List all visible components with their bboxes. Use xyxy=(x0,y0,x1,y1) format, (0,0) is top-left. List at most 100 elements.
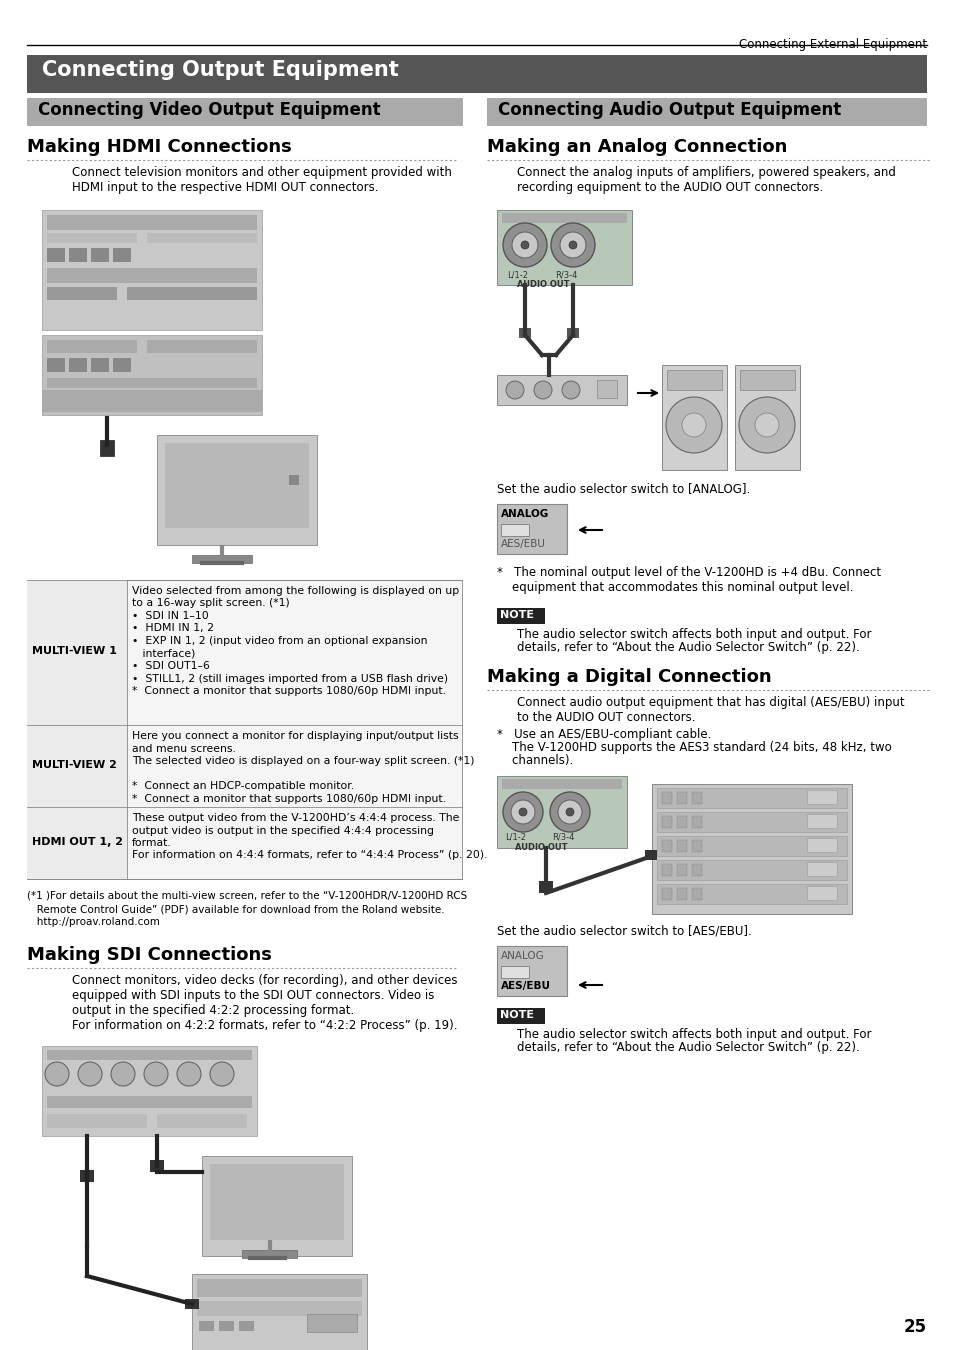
Text: The audio selector switch affects both input and output. For: The audio selector switch affects both i… xyxy=(517,1027,871,1041)
Bar xyxy=(691,888,701,900)
Circle shape xyxy=(111,1062,135,1085)
Bar xyxy=(192,555,252,563)
Bar xyxy=(806,886,836,900)
Text: channels).: channels). xyxy=(497,755,573,767)
Text: *  Connect an HDCP-compatible monitor.: * Connect an HDCP-compatible monitor. xyxy=(132,782,354,791)
Bar xyxy=(210,1164,344,1241)
Bar xyxy=(47,215,256,230)
Circle shape xyxy=(754,413,779,437)
Circle shape xyxy=(565,809,574,815)
Text: HDMI OUT 1, 2: HDMI OUT 1, 2 xyxy=(32,837,123,846)
Text: Connect monitors, video decks (for recording), and other devices
equipped with S: Connect monitors, video decks (for recor… xyxy=(71,973,457,1031)
Bar xyxy=(677,864,686,876)
Circle shape xyxy=(550,792,589,832)
Circle shape xyxy=(511,801,535,824)
Text: format.: format. xyxy=(132,838,172,848)
Circle shape xyxy=(665,397,721,454)
Text: NOTE: NOTE xyxy=(499,1010,534,1021)
Bar xyxy=(500,524,529,536)
Bar xyxy=(42,1046,256,1135)
Circle shape xyxy=(177,1062,201,1085)
Text: Remote Control Guide” (PDF) available for download from the Roland website.: Remote Control Guide” (PDF) available fo… xyxy=(27,904,444,914)
Bar xyxy=(47,248,65,262)
Bar xyxy=(691,792,701,805)
Bar xyxy=(677,792,686,805)
Text: MULTI-VIEW 2: MULTI-VIEW 2 xyxy=(32,760,117,770)
Bar xyxy=(27,580,461,879)
Text: Making HDMI Connections: Making HDMI Connections xyxy=(27,138,292,157)
Text: The V-1200HD supports the AES3 standard (24 bits, 48 kHz, two: The V-1200HD supports the AES3 standard … xyxy=(497,741,891,755)
Bar xyxy=(42,211,262,329)
Circle shape xyxy=(559,232,585,258)
Text: *  Connect a monitor that supports 1080/60p HDMI input.: * Connect a monitor that supports 1080/6… xyxy=(132,686,446,697)
Circle shape xyxy=(78,1062,102,1085)
Text: AUDIO OUT: AUDIO OUT xyxy=(515,842,567,852)
Text: These output video from the V-1200HD’s 4:4:4 process. The: These output video from the V-1200HD’s 4… xyxy=(132,813,459,823)
Bar xyxy=(239,1322,253,1331)
Text: Connecting Video Output Equipment: Connecting Video Output Equipment xyxy=(38,101,380,119)
Circle shape xyxy=(518,809,526,815)
Bar xyxy=(661,840,671,852)
Bar xyxy=(165,443,309,528)
Text: *   Use an AES/EBU-compliant cable.: * Use an AES/EBU-compliant cable. xyxy=(497,728,711,741)
Bar xyxy=(691,840,701,852)
Bar xyxy=(501,213,626,223)
Bar xyxy=(518,328,531,338)
Circle shape xyxy=(144,1062,168,1085)
Bar xyxy=(112,248,131,262)
Bar xyxy=(661,864,671,876)
Text: ANALOG: ANALOG xyxy=(500,950,544,961)
Bar xyxy=(242,1250,296,1258)
Circle shape xyxy=(502,223,546,267)
Text: output video is output in the specified 4:4:4 processing: output video is output in the specified … xyxy=(132,825,434,836)
Bar xyxy=(661,364,726,470)
Bar xyxy=(597,379,617,398)
Bar xyxy=(91,358,109,373)
Bar xyxy=(566,328,578,338)
Bar xyxy=(307,1314,356,1332)
Text: •  SDI IN 1–10: • SDI IN 1–10 xyxy=(132,612,209,621)
Text: Connect audio output equipment that has digital (AES/EBU) input
to the AUDIO OUT: Connect audio output equipment that has … xyxy=(517,697,903,724)
Text: interface): interface) xyxy=(132,648,195,659)
Text: details, refer to “About the Audio Selector Switch” (p. 22).: details, refer to “About the Audio Selec… xyxy=(517,1041,859,1054)
Bar xyxy=(202,1156,352,1256)
Bar xyxy=(657,884,846,904)
Circle shape xyxy=(505,381,523,400)
Bar xyxy=(677,840,686,852)
Bar xyxy=(27,99,462,126)
Bar xyxy=(80,1170,94,1183)
Bar xyxy=(657,788,846,809)
Bar xyxy=(497,946,566,996)
Bar xyxy=(806,790,836,805)
Bar xyxy=(806,814,836,828)
Bar xyxy=(486,99,926,126)
Bar xyxy=(47,378,256,387)
Circle shape xyxy=(520,242,529,248)
Text: Connecting Output Equipment: Connecting Output Equipment xyxy=(42,59,398,80)
Bar xyxy=(69,358,87,373)
Bar xyxy=(661,888,671,900)
Bar xyxy=(199,1322,213,1331)
Text: AES/EBU: AES/EBU xyxy=(500,981,551,991)
Bar xyxy=(147,340,256,352)
Circle shape xyxy=(568,242,577,248)
Bar xyxy=(661,815,671,828)
Text: Making a Digital Connection: Making a Digital Connection xyxy=(486,668,771,686)
Bar xyxy=(497,1008,544,1025)
Bar xyxy=(289,475,298,485)
Circle shape xyxy=(551,223,595,267)
Text: Here you connect a monitor for displaying input/output lists: Here you connect a monitor for displayin… xyxy=(132,730,458,741)
Circle shape xyxy=(558,801,581,824)
Bar xyxy=(157,435,316,545)
Bar xyxy=(47,288,117,300)
Text: details, refer to “About the Audio Selector Switch” (p. 22).: details, refer to “About the Audio Selec… xyxy=(517,641,859,653)
Bar xyxy=(501,779,621,788)
Text: L/1-2: L/1-2 xyxy=(504,833,525,842)
Bar xyxy=(196,1278,361,1297)
Bar xyxy=(806,863,836,876)
Text: 25: 25 xyxy=(902,1318,926,1336)
Text: Connect the analog inputs of amplifiers, powered speakers, and
recording equipme: Connect the analog inputs of amplifiers,… xyxy=(517,166,895,194)
Bar xyxy=(497,211,631,285)
Circle shape xyxy=(210,1062,233,1085)
Text: •  STILL1, 2 (still images imported from a USB flash drive): • STILL1, 2 (still images imported from … xyxy=(132,674,448,683)
